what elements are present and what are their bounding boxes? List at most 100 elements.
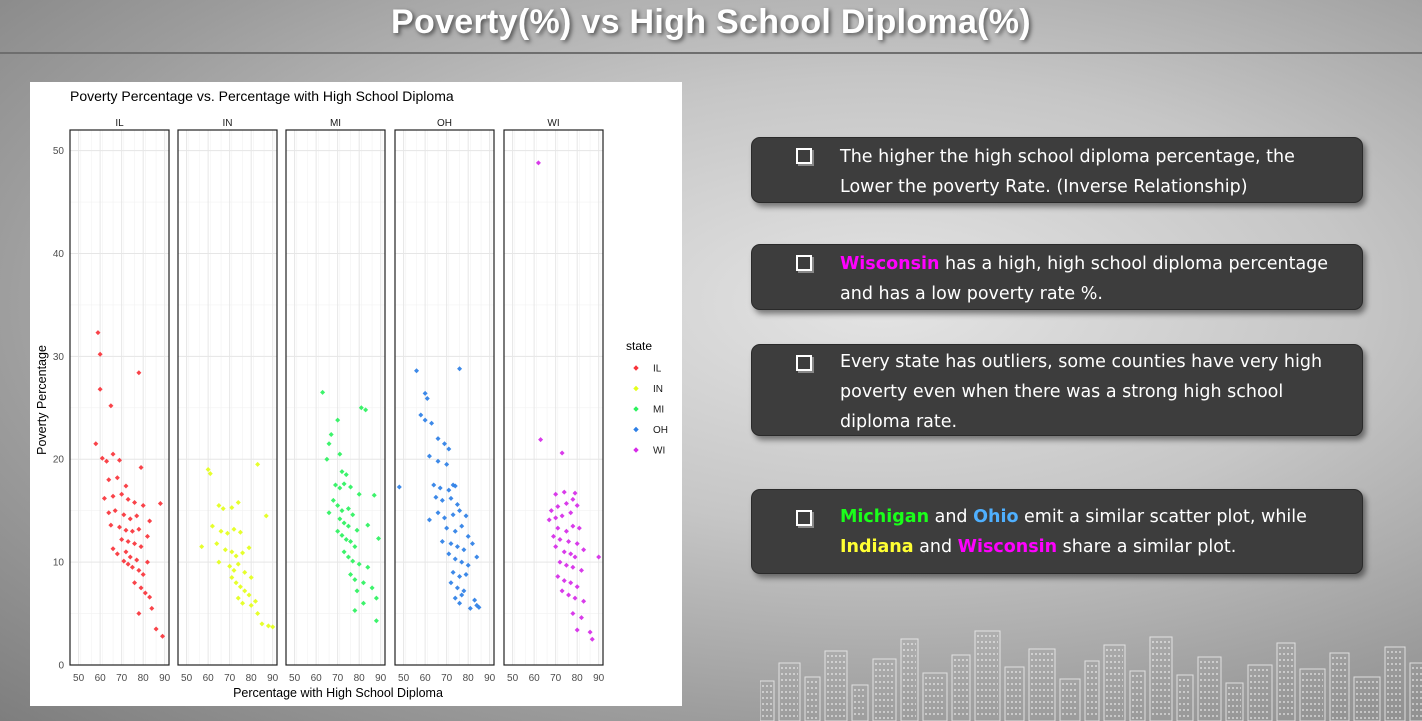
x-tick-label: 90 [267,673,279,684]
data-point [339,469,345,475]
data-point [469,541,475,547]
data-point [373,595,379,601]
data-point [371,492,377,498]
data-point [572,595,578,601]
data-point [476,604,482,610]
data-point [450,569,456,575]
highlight-wisconsin: Wisconsin [957,537,1058,557]
data-point [229,575,235,581]
data-point [330,497,336,503]
data-point [422,390,428,396]
skyline-building [1384,646,1406,721]
checkbox-bullet-icon [796,255,812,271]
data-point [110,493,116,499]
skyline-building [1197,656,1222,721]
facet-panel-in: IN 50 60 70 80 90 [177,118,279,684]
bullet-text-part: share a similar plot. [1057,537,1237,557]
data-point [237,529,243,535]
data-point [422,417,428,423]
data-point [343,536,349,542]
data-point [252,598,258,604]
data-point [337,516,343,522]
data-point [233,580,239,586]
facet-panel-il: IL 50 60 70 80 90 [69,118,171,684]
data-point [240,600,246,606]
skyline-building [1409,662,1422,721]
y-tick-label: 10 [53,558,65,569]
data-point [551,533,556,539]
data-point [231,567,237,573]
data-point [117,524,122,530]
data-point [454,502,460,507]
data-point [255,461,261,467]
data-point [581,547,587,553]
data-point [589,636,595,642]
data-point [335,503,341,509]
data-point [121,558,127,564]
data-point [144,559,150,565]
data-point [448,495,454,501]
data-point [110,451,116,457]
data-point [237,584,243,590]
data-point [369,585,375,591]
data-point [555,574,561,580]
data-point [570,611,576,617]
checkbox-bullet-icon [796,355,812,371]
legend-label: OH [653,425,668,436]
data-point [352,544,358,550]
data-point [147,594,153,600]
data-point [439,497,445,503]
highlight-indiana: Indiana [840,537,914,557]
data-point [112,508,118,514]
facet-frame [177,129,278,666]
data-point [345,523,351,529]
data-point [227,563,233,569]
data-point [452,556,458,562]
data-point [263,513,269,519]
data-point [568,510,574,516]
x-tick-label: 50 [289,673,301,684]
data-point [125,539,131,545]
data-point [99,455,105,461]
data-point [356,561,362,567]
data-point [448,541,454,547]
data-point [108,522,114,528]
data-point [354,527,360,533]
data-point [328,432,334,438]
data-point [248,575,254,581]
data-point [125,561,131,567]
data-point [242,588,248,594]
data-point [426,453,432,459]
data-point [429,420,435,426]
data-point [463,513,469,519]
data-point [446,487,452,493]
data-point [339,508,345,514]
highlight-michigan: Michigan [840,507,930,527]
legend-key [633,365,639,371]
data-point [119,536,125,542]
skyline-building [1059,678,1081,721]
y-tick-label: 0 [58,661,64,672]
skyline-building [1276,642,1296,721]
x-tick-label: 70 [116,673,128,684]
x-tick-label: 90 [593,673,605,684]
data-point [214,541,220,547]
data-point [235,561,241,567]
data-point [218,528,224,534]
data-point [442,515,447,521]
data-point [220,506,226,512]
data-point [343,472,349,478]
data-point [557,559,563,565]
x-tick-label: 50 [507,673,519,684]
skyline-building [1329,652,1350,721]
x-tick-label: 80 [246,673,258,684]
data-point [454,544,460,550]
data-point [216,503,222,509]
data-point [446,551,452,557]
data-point [132,580,138,586]
facet-frame [285,129,386,666]
data-point [431,482,437,488]
skyline-building [1129,670,1146,721]
data-point [114,551,120,557]
data-point [474,554,480,560]
